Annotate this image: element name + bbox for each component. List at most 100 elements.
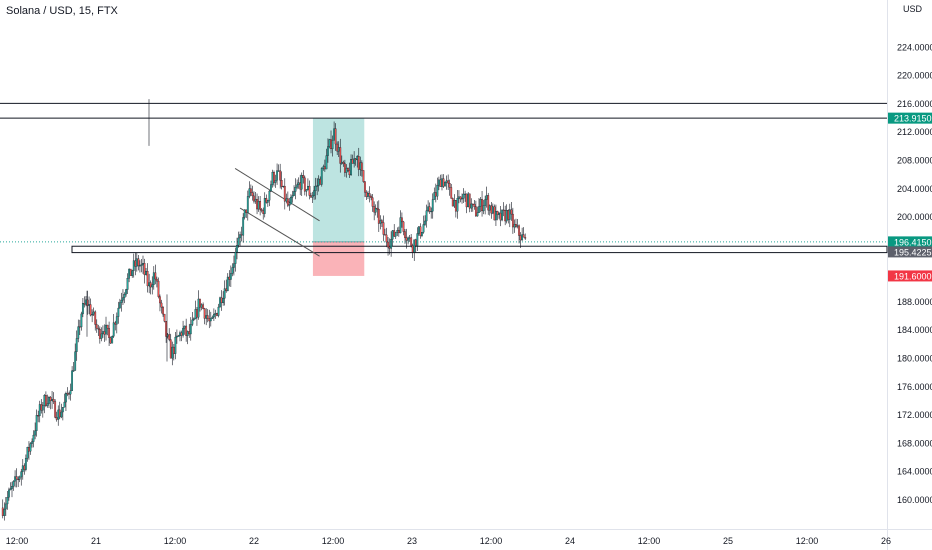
price-tick-label: 224.0000 <box>897 42 932 52</box>
candle-down <box>66 393 69 395</box>
channel-upper-line[interactable] <box>234 168 320 222</box>
support-price-label-bg <box>888 246 932 258</box>
time-axis[interactable]: 12:00 21 12:00 22 12:00 23 12:00 24 12:00 25 12:00… <box>6 536 891 546</box>
price-tick-label: 176.0000 <box>897 382 932 392</box>
candle-up <box>270 184 272 192</box>
candle-down <box>286 198 289 206</box>
candle-down <box>134 260 137 267</box>
candle-up <box>424 220 426 225</box>
candle-down <box>155 278 158 282</box>
candle-up <box>35 415 38 431</box>
candle-down <box>323 166 326 170</box>
candle-up <box>431 199 434 212</box>
candle-down <box>251 192 254 197</box>
candle-up <box>433 192 436 200</box>
candle-down <box>253 195 255 202</box>
candle-down <box>481 199 483 212</box>
time-tick-label: 25 <box>723 536 733 546</box>
candle-down <box>384 234 386 236</box>
candle-up <box>4 503 7 510</box>
candle-down <box>143 263 146 275</box>
candle-up <box>396 230 399 233</box>
candle-down <box>382 222 385 235</box>
candle-down <box>154 272 157 280</box>
candle-up <box>325 155 328 170</box>
candle-down <box>299 182 302 190</box>
candle-up <box>234 252 237 264</box>
candle-up <box>77 326 80 339</box>
candle-down <box>165 321 168 337</box>
candle-up <box>152 272 155 285</box>
price-axis[interactable]: 224.0000 220.0000 216.0000 212.0000 208.0000… <box>897 42 932 505</box>
candle-down <box>319 178 322 185</box>
candle-up <box>226 276 229 292</box>
price-tick-label: 216.0000 <box>897 99 932 109</box>
candle-up <box>81 303 84 315</box>
candle-up <box>237 237 240 246</box>
candle-up <box>422 224 425 233</box>
channel-lower-line[interactable] <box>239 207 320 257</box>
candle-up <box>85 299 87 305</box>
candle-down <box>468 193 471 209</box>
candle-up <box>274 180 277 183</box>
candle-up <box>21 465 24 472</box>
candle-down <box>448 183 451 188</box>
stop-zone[interactable] <box>312 241 365 276</box>
candle-up <box>485 195 488 200</box>
candle-up <box>100 333 103 339</box>
candle-up <box>498 212 500 215</box>
candle-down <box>265 198 268 203</box>
candle-down <box>499 212 502 221</box>
candle-up <box>65 393 67 403</box>
candle-up <box>3 508 6 516</box>
candle-up <box>320 168 323 185</box>
candle-down <box>354 158 357 161</box>
candle-up <box>41 405 44 411</box>
candle-up <box>102 331 104 335</box>
candle-down <box>447 180 450 184</box>
candle-down <box>106 324 109 329</box>
support-zone[interactable] <box>71 245 888 254</box>
candle-up <box>482 205 485 212</box>
currency-label[interactable]: USD <box>903 4 923 14</box>
time-tick-label: 26 <box>881 536 891 546</box>
candle-up <box>69 390 72 395</box>
drawings-layer[interactable] <box>0 102 888 257</box>
candle-up <box>74 351 77 371</box>
candle-down <box>362 170 365 182</box>
candle-down <box>216 313 218 316</box>
candle-up <box>209 318 212 322</box>
price-tick-label: 172.0000 <box>897 410 932 420</box>
candle-down <box>28 447 30 452</box>
candle-down <box>172 346 175 354</box>
candle-up <box>231 267 234 274</box>
candle-up <box>297 182 300 185</box>
candle-down <box>97 328 100 330</box>
candle-up <box>359 162 362 170</box>
candle-up <box>508 209 511 220</box>
candle-up <box>327 146 329 156</box>
candle-down <box>507 210 510 220</box>
candle-up <box>391 230 394 240</box>
candle-up <box>120 300 123 303</box>
candle-up <box>246 196 249 213</box>
candle-up <box>374 207 377 213</box>
current-price-label: 196.4150 <box>894 237 932 247</box>
candle-up <box>470 203 473 209</box>
candle-down <box>37 415 40 417</box>
candle-up <box>194 309 197 319</box>
candle-down <box>157 280 160 297</box>
candle-up <box>111 336 114 344</box>
candle-up <box>214 313 217 315</box>
candle-up <box>464 193 467 195</box>
candle-down <box>343 163 346 173</box>
candle-down <box>160 302 163 308</box>
candle-up <box>191 319 194 325</box>
candle-up <box>80 313 83 328</box>
candle-up <box>495 211 497 221</box>
candle-down <box>474 206 477 217</box>
candle-up <box>24 458 27 470</box>
candle-down <box>442 178 445 187</box>
candle-up <box>438 179 440 186</box>
